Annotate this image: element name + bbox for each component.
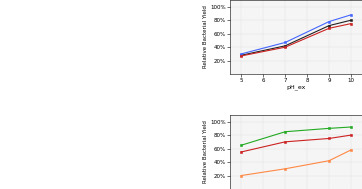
E_g: [239, 144, 244, 146]
E_g2: [239, 53, 244, 55]
E_g: [349, 19, 353, 21]
E_g2: [349, 14, 353, 16]
E_g2: [283, 141, 287, 143]
E_g3: [349, 149, 353, 151]
E_g: [283, 131, 287, 133]
E_g: [239, 54, 244, 56]
E_g3: [283, 168, 287, 170]
Line: E_g3: E_g3: [240, 22, 353, 57]
E_g: [349, 126, 353, 128]
E_g3: [239, 55, 244, 57]
Y-axis label: Relative Bacterial Yield: Relative Bacterial Yield: [203, 121, 208, 183]
Line: E_g: E_g: [240, 19, 353, 57]
E_g2: [239, 151, 244, 153]
E_g3: [283, 46, 287, 48]
E_g3: [349, 22, 353, 25]
E_g2: [283, 41, 287, 44]
X-axis label: pH_ex: pH_ex: [286, 85, 306, 90]
Y-axis label: Relative Bacterial Yield: Relative Bacterial Yield: [203, 6, 208, 68]
E_g: [327, 127, 331, 129]
E_g3: [239, 174, 244, 177]
Line: E_g3: E_g3: [240, 149, 353, 177]
E_g3: [327, 27, 331, 29]
E_g2: [349, 134, 353, 136]
E_g: [327, 24, 331, 27]
E_g2: [327, 20, 331, 23]
E_g3: [327, 160, 331, 162]
Line: E_g2: E_g2: [240, 13, 353, 55]
Line: E_g2: E_g2: [240, 134, 353, 153]
E_g: [283, 45, 287, 47]
E_g2: [327, 137, 331, 140]
Line: E_g: E_g: [240, 126, 353, 147]
